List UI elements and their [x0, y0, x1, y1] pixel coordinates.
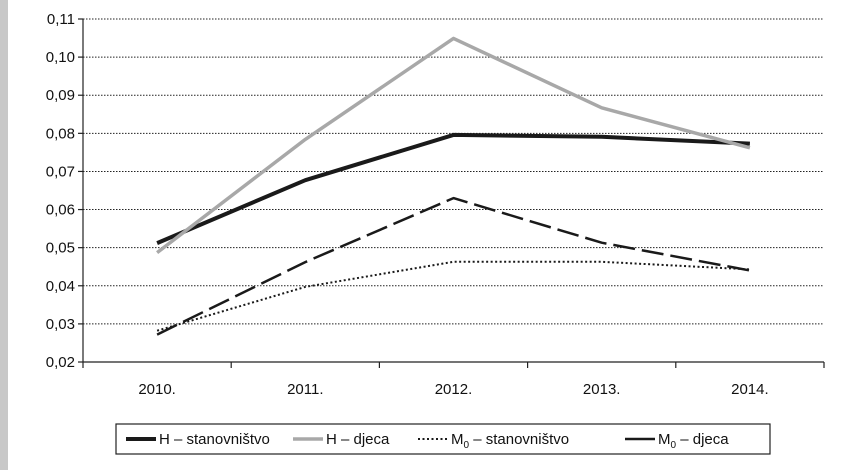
legend-label: M0 – djeca [658, 431, 729, 451]
x-tick-label: 2014. [731, 381, 769, 398]
legend: H – stanovništvo H – djeca M0 – stanovništ… [115, 423, 771, 455]
x-tick-label: 2010. [138, 381, 176, 398]
x-tick-label: 2011. [287, 381, 323, 398]
y-tick-label: 0,07 [46, 163, 75, 180]
y-tick-label: 0,02 [46, 354, 75, 371]
x-axis-ticks: 2010. 2011. 2012. 2013. 2014. [82, 362, 825, 398]
legend-box [115, 423, 771, 455]
y-tick-label: 0,04 [46, 278, 75, 295]
y-tick-label: 0,03 [46, 316, 75, 333]
legend-label: H – djeca [326, 431, 390, 448]
gridlines [83, 18, 824, 325]
x-tick-label: 2013. [583, 381, 621, 398]
series-line [156, 196, 751, 336]
legend-label: M0 – stanovništvo [451, 431, 569, 451]
y-tick-label: 0,09 [46, 87, 75, 104]
y-tick-label: 0,05 [46, 240, 75, 257]
legend-label: H – stanovništvo [159, 431, 270, 448]
left-margin-rule [0, 0, 8, 470]
y-tick-label: 0,10 [46, 49, 75, 66]
y-tick-label: 0,06 [46, 202, 75, 219]
series-line [156, 132, 750, 245]
y-axis-ticks: 0,02 0,03 0,04 0,05 0,06 0,07 0,08 0,09 0,10 0,11 [46, 11, 83, 371]
series-line [156, 260, 750, 332]
y-tick-label: 0,11 [47, 11, 75, 28]
series-lines [156, 36, 751, 336]
y-tick-label: 0,08 [46, 125, 75, 142]
series-line [156, 36, 751, 254]
x-tick-label: 2012. [435, 381, 473, 398]
